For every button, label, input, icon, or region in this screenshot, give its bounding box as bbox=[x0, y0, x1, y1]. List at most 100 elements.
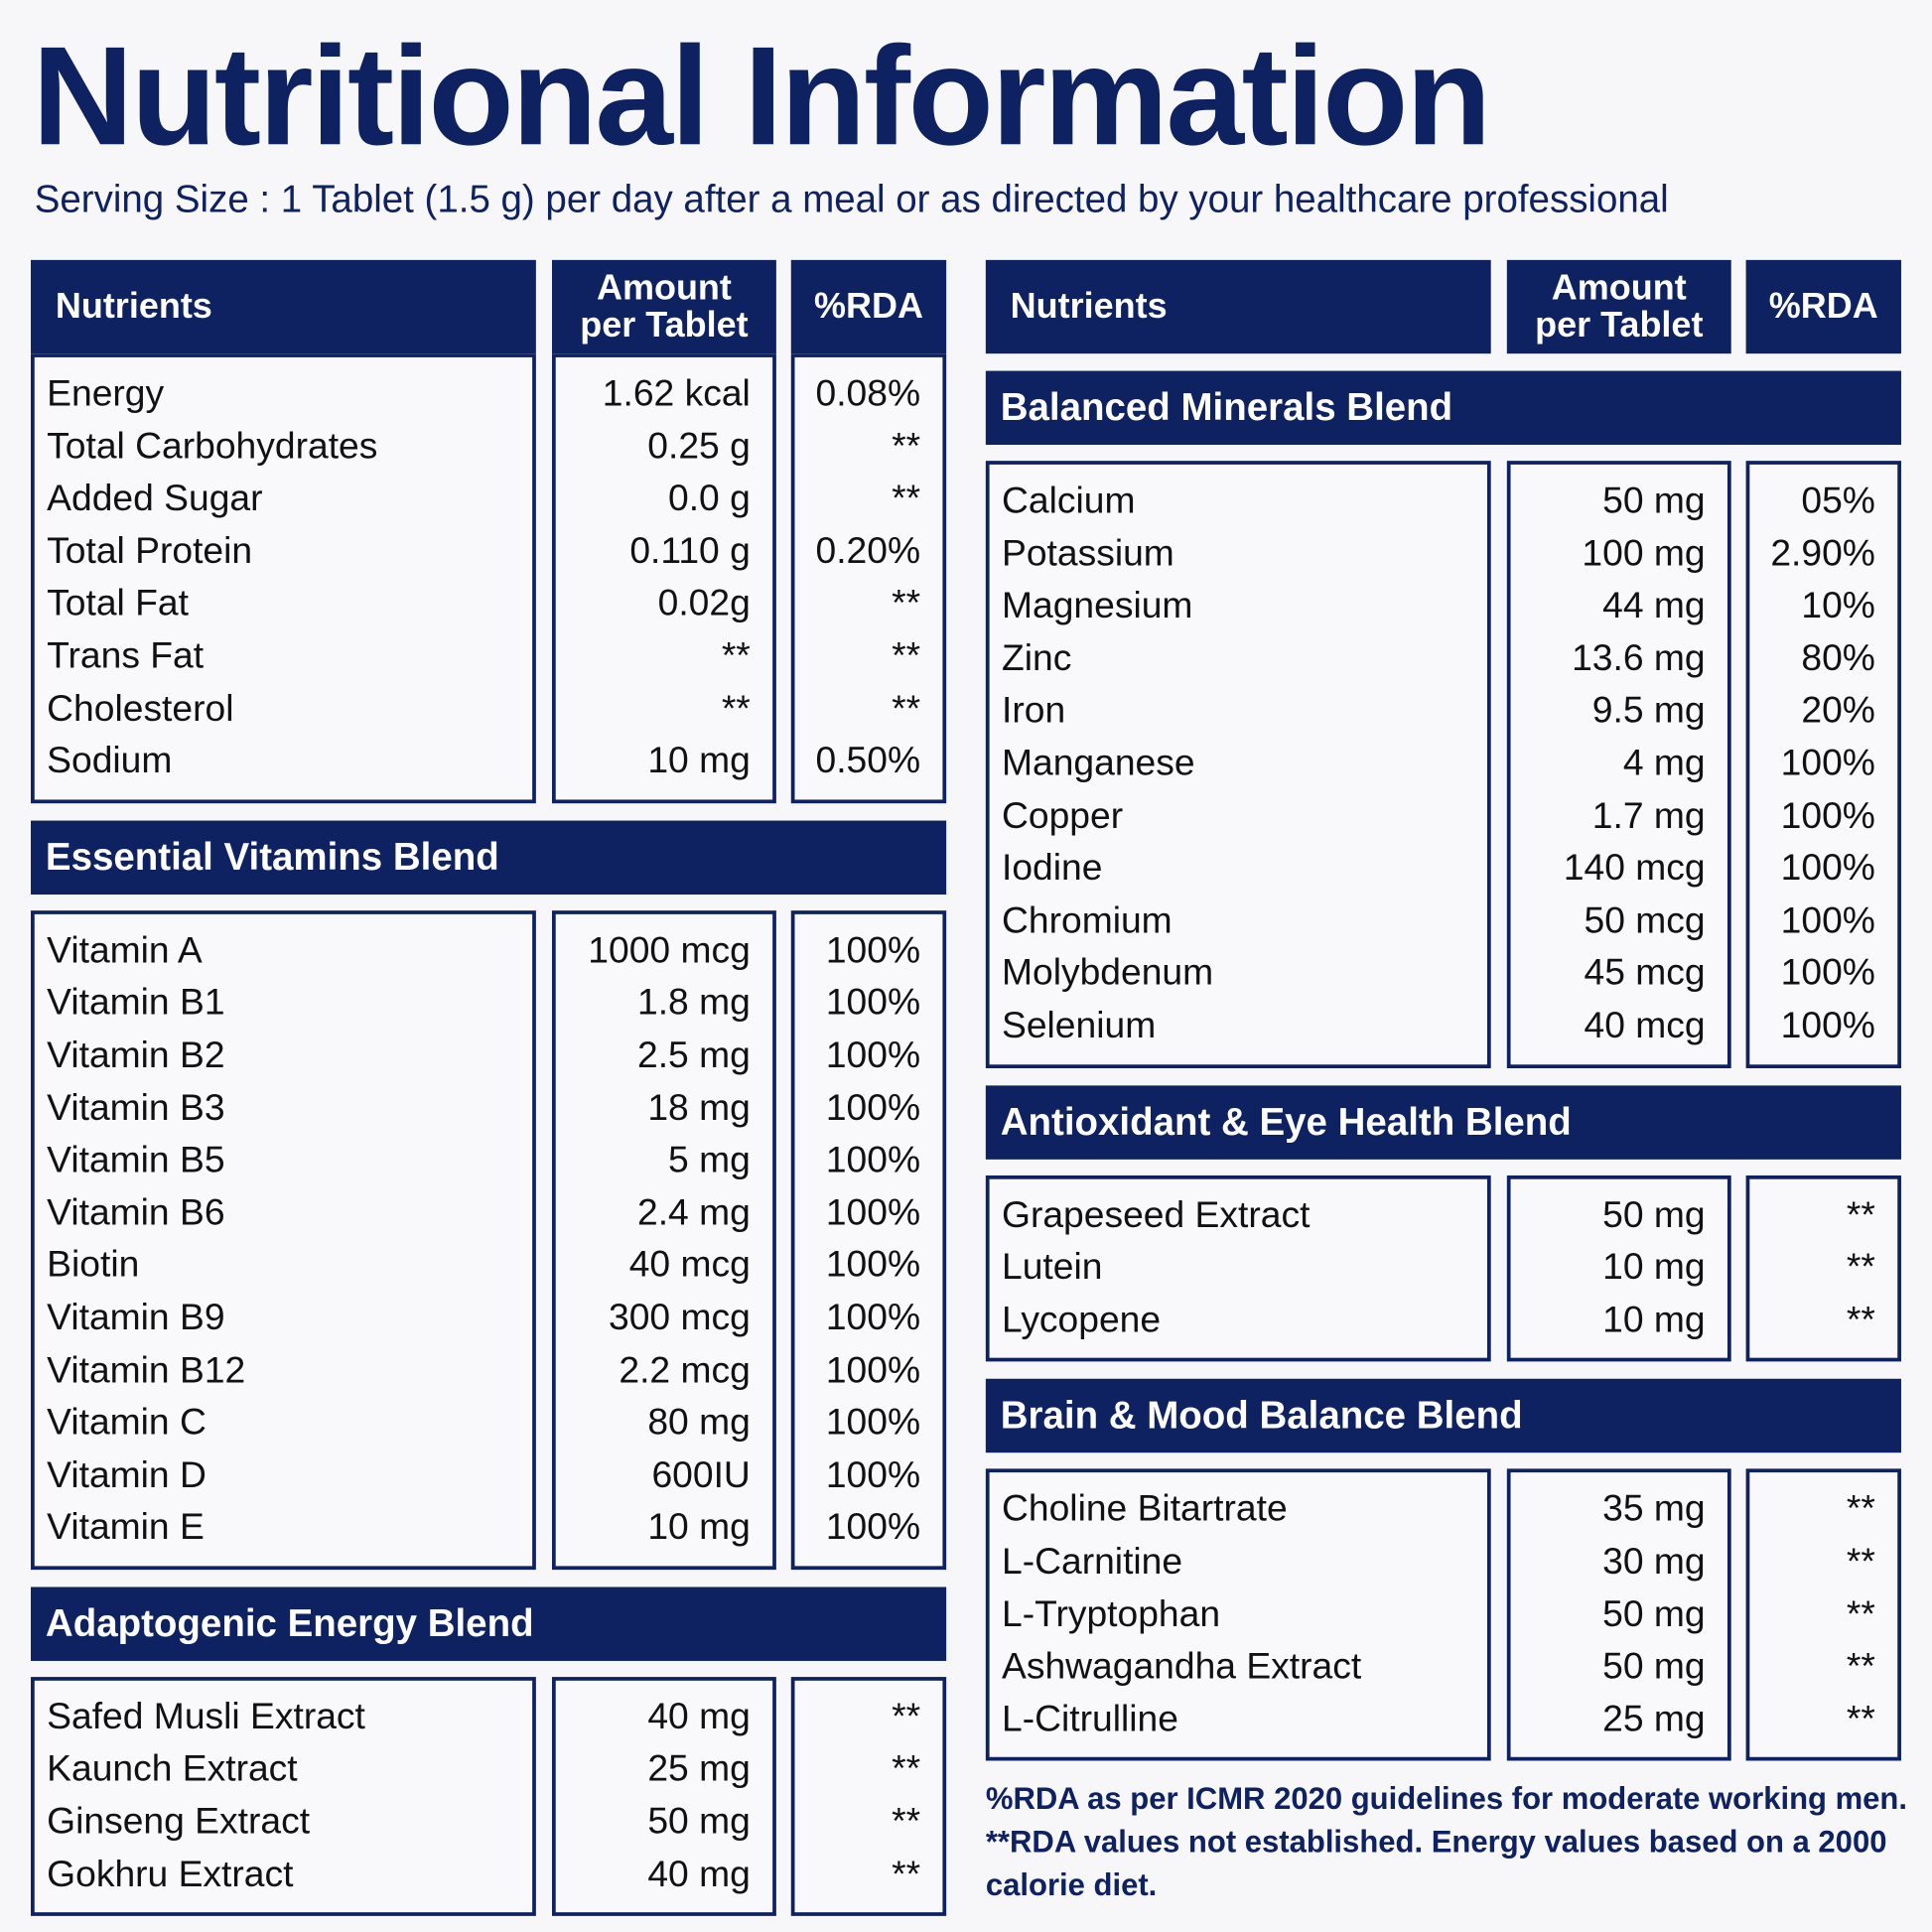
rda-column: ** ** ** ** bbox=[790, 1676, 947, 1917]
amount-column: 1.62 kcal 0.25 g 0.0 g 0.110 g 0.02g ** ** 10 m… bbox=[551, 353, 776, 803]
nutrient-name: Added Sugar bbox=[47, 478, 263, 519]
nutrient-name: L-Carnitine bbox=[1001, 1541, 1183, 1583]
nutrient-name: Vitamin B3 bbox=[47, 1087, 225, 1129]
section-table: Vitamin A Vitamin B1 Vitamin B2 Vitamin B3 V… bbox=[31, 909, 947, 1570]
amount: 600IU bbox=[651, 1454, 751, 1496]
rda: ** bbox=[892, 1854, 921, 1895]
amount: 13.6 mg bbox=[1572, 637, 1706, 679]
rda: 100% bbox=[1780, 1005, 1875, 1046]
rda: 100% bbox=[825, 1244, 921, 1286]
amount: 2.4 mg bbox=[636, 1192, 751, 1233]
nutrient-name: Vitamin C bbox=[47, 1402, 207, 1444]
rda: 20% bbox=[1801, 690, 1875, 732]
amount: 10 mg bbox=[1602, 1247, 1706, 1289]
left-column: Nutrients Amount per Tablet %RDA Energy Tota… bbox=[31, 259, 947, 1917]
nutrient-name: Vitamin D bbox=[47, 1454, 207, 1496]
subtitle: Serving Size : 1 Tablet (1.5 g) per day … bbox=[34, 177, 1669, 221]
amount: 1.8 mg bbox=[636, 982, 751, 1024]
rda: 0.08% bbox=[815, 373, 921, 414]
column-header: Amount per Tablet bbox=[1506, 259, 1731, 354]
name-column: Grapeseed Extract Lutein Lycopene bbox=[985, 1174, 1491, 1362]
rda: 0.50% bbox=[815, 741, 921, 782]
rda: 100% bbox=[825, 1507, 921, 1549]
amount: 25 mg bbox=[647, 1748, 751, 1790]
nutrient-name: Grapeseed Extract bbox=[1001, 1194, 1311, 1236]
rda-column: 100% 100% 100% 100% 100% 100% 100% 100% 100% 100%… bbox=[790, 909, 947, 1570]
amount: 10 mg bbox=[1602, 1299, 1706, 1340]
section-title: Adaptogenic Energy Blend bbox=[31, 1587, 947, 1661]
rda: 80% bbox=[1801, 637, 1875, 679]
header-row: Nutrients Amount per Tablet %RDA bbox=[985, 259, 1901, 354]
amount: 0.25 g bbox=[647, 425, 751, 467]
nutrient-name: Calcium bbox=[1001, 481, 1136, 521]
amount: 10 mg bbox=[647, 1507, 751, 1549]
section-table: Grapeseed Extract Lutein Lycopene 50 mg 10 m… bbox=[985, 1174, 1901, 1362]
amount: ** bbox=[721, 635, 751, 677]
rda: 2.90% bbox=[1770, 532, 1875, 574]
section-title: Essential Vitamins Blend bbox=[31, 820, 947, 895]
amount: 18 mg bbox=[647, 1087, 751, 1129]
rda: 100% bbox=[825, 1140, 921, 1181]
nutrient-name: Manganese bbox=[1001, 743, 1195, 784]
amount-column: 1000 mcg 1.8 mg 2.5 mg 18 mg 5 mg 2.4 mg 40 mc… bbox=[551, 909, 776, 1570]
rda: 0.20% bbox=[815, 530, 921, 572]
nutrient-name: Magnesium bbox=[1001, 585, 1193, 626]
nutrient-name: Vitamin E bbox=[47, 1507, 205, 1549]
rda: ** bbox=[892, 478, 921, 519]
rda: ** bbox=[892, 688, 921, 730]
rda: 100% bbox=[825, 1035, 921, 1076]
nutrient-name: Vitamin B2 bbox=[47, 1035, 225, 1076]
amount: 1.7 mg bbox=[1591, 795, 1706, 837]
amount: 50 mg bbox=[647, 1801, 751, 1843]
amount: 80 mg bbox=[647, 1402, 751, 1444]
amount: 1000 mcg bbox=[588, 929, 751, 971]
rda: 100% bbox=[825, 982, 921, 1024]
amount: 9.5 mg bbox=[1591, 690, 1706, 732]
section-title: Brain & Mood Balance Blend bbox=[985, 1379, 1901, 1453]
amount: 40 mg bbox=[647, 1696, 751, 1737]
amount: 44 mg bbox=[1602, 585, 1706, 626]
amount: 40 mg bbox=[647, 1854, 751, 1895]
rda: 100% bbox=[825, 1454, 921, 1496]
rda: ** bbox=[1846, 1194, 1875, 1236]
amount: 140 mcg bbox=[1563, 848, 1706, 890]
rda: 100% bbox=[1780, 848, 1875, 890]
footnote: %RDA as per ICMR 2020 guidelines for mod… bbox=[985, 1781, 1908, 1903]
nutrient-name: Vitamin B6 bbox=[47, 1192, 225, 1233]
amount: 4 mg bbox=[1622, 743, 1706, 784]
amount: 50 mg bbox=[1602, 1194, 1706, 1236]
nutrient-name: Total Fat bbox=[47, 583, 189, 624]
amount: 30 mg bbox=[1602, 1541, 1706, 1583]
amount: 35 mg bbox=[1602, 1488, 1706, 1530]
rda: ** bbox=[1846, 1488, 1875, 1530]
amount: 40 mcg bbox=[1584, 1005, 1706, 1046]
rda: 100% bbox=[825, 929, 921, 971]
nutrient-name: Iron bbox=[1001, 690, 1066, 732]
nutrient-name: Trans Fat bbox=[47, 635, 205, 677]
nutrient-name: Vitamin B12 bbox=[47, 1349, 246, 1391]
nutrient-name: Total Protein bbox=[47, 530, 253, 572]
rda: ** bbox=[1846, 1541, 1875, 1583]
amount: 0.02g bbox=[657, 583, 751, 624]
rda: 100% bbox=[825, 1402, 921, 1444]
amount: 40 mcg bbox=[628, 1244, 751, 1286]
amount-column: 50 mg 100 mg 44 mg 13.6 mg 9.5 mg 4 mg 1.7 mg 1… bbox=[1506, 461, 1731, 1068]
section-title: Antioxidant & Eye Health Blend bbox=[985, 1084, 1901, 1160]
nutrient-name: Chromium bbox=[1001, 899, 1173, 941]
column-header: %RDA bbox=[1745, 259, 1901, 354]
amount: 5 mg bbox=[668, 1140, 751, 1181]
nutrient-name: Energy bbox=[47, 373, 165, 414]
rda: 100% bbox=[825, 1087, 921, 1129]
rda-column: 05% 2.90% 10% 80% 20% 100% 100% 100% 100% 100% 100… bbox=[1745, 461, 1901, 1068]
rda: ** bbox=[892, 1748, 921, 1790]
column-header: %RDA bbox=[790, 259, 947, 354]
amount-column: 40 mg 25 mg 50 mg 40 mg bbox=[551, 1676, 776, 1917]
nutrient-name: Selenium bbox=[1001, 1005, 1157, 1046]
rda-column: ** ** ** bbox=[1745, 1174, 1901, 1362]
nutrient-name: Gokhru Extract bbox=[47, 1854, 294, 1895]
amount: 50 mg bbox=[1602, 481, 1706, 521]
nutrient-name: Iodine bbox=[1001, 848, 1103, 890]
